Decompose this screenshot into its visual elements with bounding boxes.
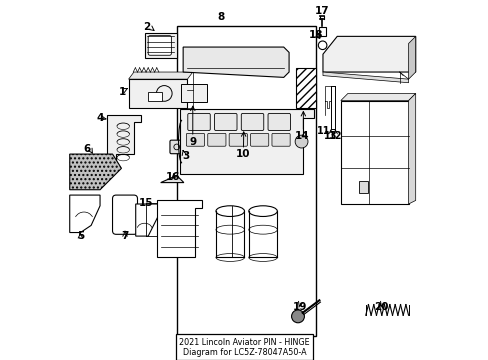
FancyBboxPatch shape — [267, 113, 290, 131]
Text: 13: 13 — [324, 131, 337, 140]
FancyBboxPatch shape — [170, 140, 183, 154]
FancyBboxPatch shape — [319, 27, 325, 36]
Polygon shape — [322, 72, 408, 83]
Text: 2: 2 — [142, 22, 150, 32]
Text: 19: 19 — [292, 302, 306, 312]
Polygon shape — [340, 100, 408, 204]
FancyBboxPatch shape — [207, 133, 225, 146]
Polygon shape — [408, 36, 415, 79]
FancyBboxPatch shape — [187, 113, 210, 131]
Polygon shape — [340, 94, 415, 100]
Text: 4: 4 — [96, 113, 103, 123]
Polygon shape — [107, 115, 141, 161]
Circle shape — [295, 135, 307, 148]
FancyBboxPatch shape — [241, 113, 263, 131]
Text: 2021 Lincoln Aviator PIN - HINGE
Diagram for LC5Z-78047A50-A: 2021 Lincoln Aviator PIN - HINGE Diagram… — [179, 338, 309, 357]
Polygon shape — [144, 33, 176, 58]
Text: 3: 3 — [182, 151, 189, 161]
FancyBboxPatch shape — [271, 133, 289, 146]
Text: 14: 14 — [294, 131, 309, 141]
Text: 7: 7 — [121, 231, 128, 241]
Polygon shape — [161, 175, 183, 183]
Text: 1: 1 — [119, 87, 126, 96]
FancyBboxPatch shape — [112, 195, 137, 234]
Polygon shape — [408, 94, 415, 204]
Polygon shape — [128, 79, 187, 108]
Text: 5: 5 — [77, 231, 84, 241]
FancyBboxPatch shape — [229, 133, 247, 146]
Polygon shape — [136, 204, 159, 236]
Polygon shape — [157, 201, 201, 257]
Text: 10: 10 — [235, 149, 249, 159]
Text: 16: 16 — [165, 172, 180, 182]
Circle shape — [291, 310, 304, 323]
Text: 8: 8 — [217, 12, 224, 22]
Text: 12: 12 — [329, 131, 342, 140]
Polygon shape — [179, 109, 313, 174]
FancyBboxPatch shape — [358, 181, 367, 193]
Text: 9: 9 — [189, 136, 196, 147]
FancyBboxPatch shape — [214, 113, 237, 131]
Polygon shape — [296, 68, 315, 108]
Polygon shape — [70, 154, 121, 190]
Text: 20: 20 — [374, 302, 388, 312]
Polygon shape — [183, 47, 288, 77]
Text: 15: 15 — [139, 198, 153, 208]
Text: 18: 18 — [308, 30, 323, 40]
Text: 6: 6 — [83, 144, 90, 154]
Polygon shape — [322, 36, 415, 72]
Polygon shape — [70, 195, 100, 233]
Text: 17: 17 — [314, 6, 329, 17]
FancyBboxPatch shape — [148, 92, 162, 100]
FancyBboxPatch shape — [186, 133, 204, 146]
FancyBboxPatch shape — [148, 36, 171, 55]
FancyBboxPatch shape — [181, 84, 206, 102]
Text: 11: 11 — [316, 126, 329, 136]
Polygon shape — [128, 72, 192, 79]
FancyBboxPatch shape — [250, 133, 268, 146]
